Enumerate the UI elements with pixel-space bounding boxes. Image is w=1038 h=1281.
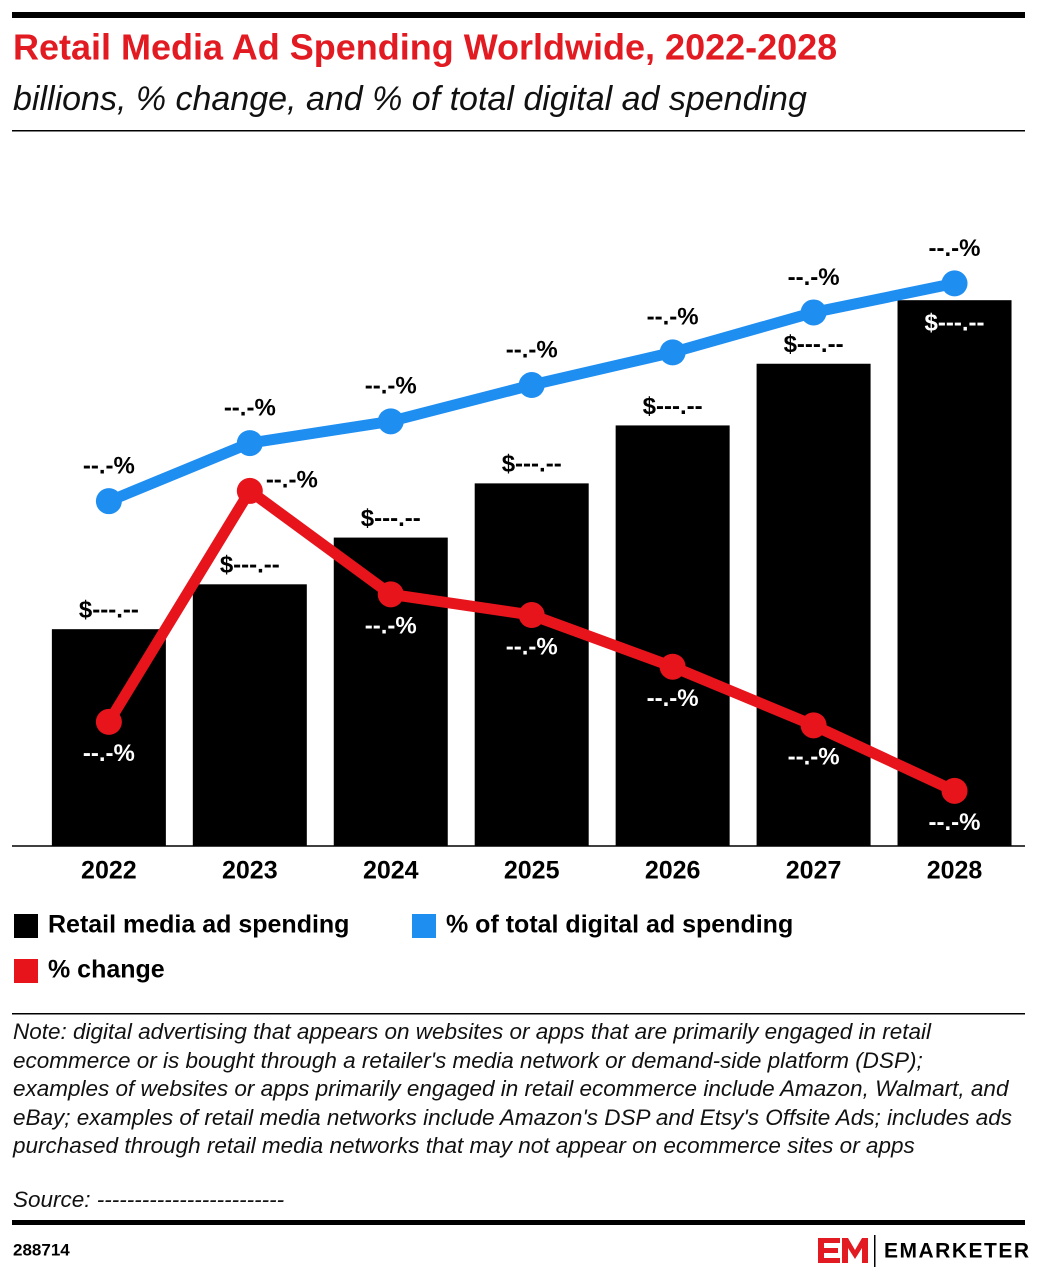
data-label: --.-% — [83, 740, 135, 767]
point — [941, 777, 968, 804]
data-label: --.-% — [788, 264, 840, 291]
data-label: --.-% — [365, 613, 417, 640]
data-label: --.-% — [647, 304, 699, 331]
data-label: $---.-- — [643, 393, 703, 420]
data-label: --.-% — [83, 453, 135, 480]
bar — [615, 425, 730, 846]
data-label: $---.-- — [79, 597, 139, 624]
chart-subtitle: billions, % change, and % of total digit… — [13, 80, 807, 118]
subtitle-rule — [12, 130, 1025, 132]
data-label: --.-% — [266, 466, 318, 493]
point — [236, 477, 263, 504]
bottom-rule — [12, 1220, 1025, 1225]
source: Source: ------------------------- — [13, 1187, 285, 1212]
point — [518, 602, 545, 629]
data-label: --.-% — [929, 235, 981, 262]
data-label: --.-% — [929, 809, 981, 836]
legend-swatch — [412, 914, 436, 938]
data-label: $---.-- — [361, 505, 421, 532]
x-tick-label: 2027 — [786, 857, 842, 885]
note: Note: digital advertising that appears o… — [13, 1019, 1013, 1159]
data-label: --.-% — [224, 394, 276, 421]
data-label: --.-% — [365, 373, 417, 400]
chart-title: Retail Media Ad Spending Worldwide, 2022… — [13, 27, 837, 68]
point — [95, 708, 122, 735]
point — [659, 653, 686, 680]
logo-mark — [818, 1238, 868, 1263]
legend-label: % change — [48, 956, 165, 984]
x-tick-label: 2028 — [927, 857, 983, 885]
legend-swatch — [14, 959, 38, 983]
data-label: $---.-- — [220, 552, 280, 579]
legend-label: % of total digital ad spending — [446, 911, 793, 939]
x-tick-label: 2024 — [363, 857, 419, 885]
point — [377, 581, 404, 608]
point — [800, 299, 827, 326]
data-label: $---.-- — [784, 331, 844, 358]
bar — [474, 483, 589, 846]
point — [941, 270, 968, 297]
top-rule — [12, 12, 1025, 18]
legend-label: Retail media ad spending — [48, 911, 349, 939]
bar — [897, 300, 1012, 846]
x-tick-label: 2023 — [222, 857, 278, 885]
data-label: $---.-- — [925, 310, 985, 337]
point — [800, 712, 827, 739]
legend-swatch — [14, 914, 38, 938]
point — [659, 339, 686, 366]
note-rule — [12, 1013, 1025, 1015]
logo-divider — [874, 1235, 876, 1267]
point — [95, 488, 122, 515]
data-label: --.-% — [506, 336, 558, 363]
brand-name: EMARKETER — [884, 1240, 1031, 1263]
data-label: --.-% — [788, 744, 840, 771]
x-tick-label: 2025 — [504, 857, 560, 885]
bar — [192, 584, 307, 846]
point — [518, 372, 545, 399]
chart-id: 288714 — [13, 1240, 70, 1259]
brand-logo: EMARKETER — [818, 1235, 1031, 1267]
point — [377, 408, 404, 435]
bar — [756, 363, 871, 846]
x-tick-label: 2022 — [81, 857, 137, 885]
data-label: --.-% — [506, 633, 558, 660]
data-label: --.-% — [647, 685, 699, 712]
point — [236, 430, 263, 457]
data-label: $---.-- — [502, 451, 562, 478]
x-tick-label: 2026 — [645, 857, 701, 885]
